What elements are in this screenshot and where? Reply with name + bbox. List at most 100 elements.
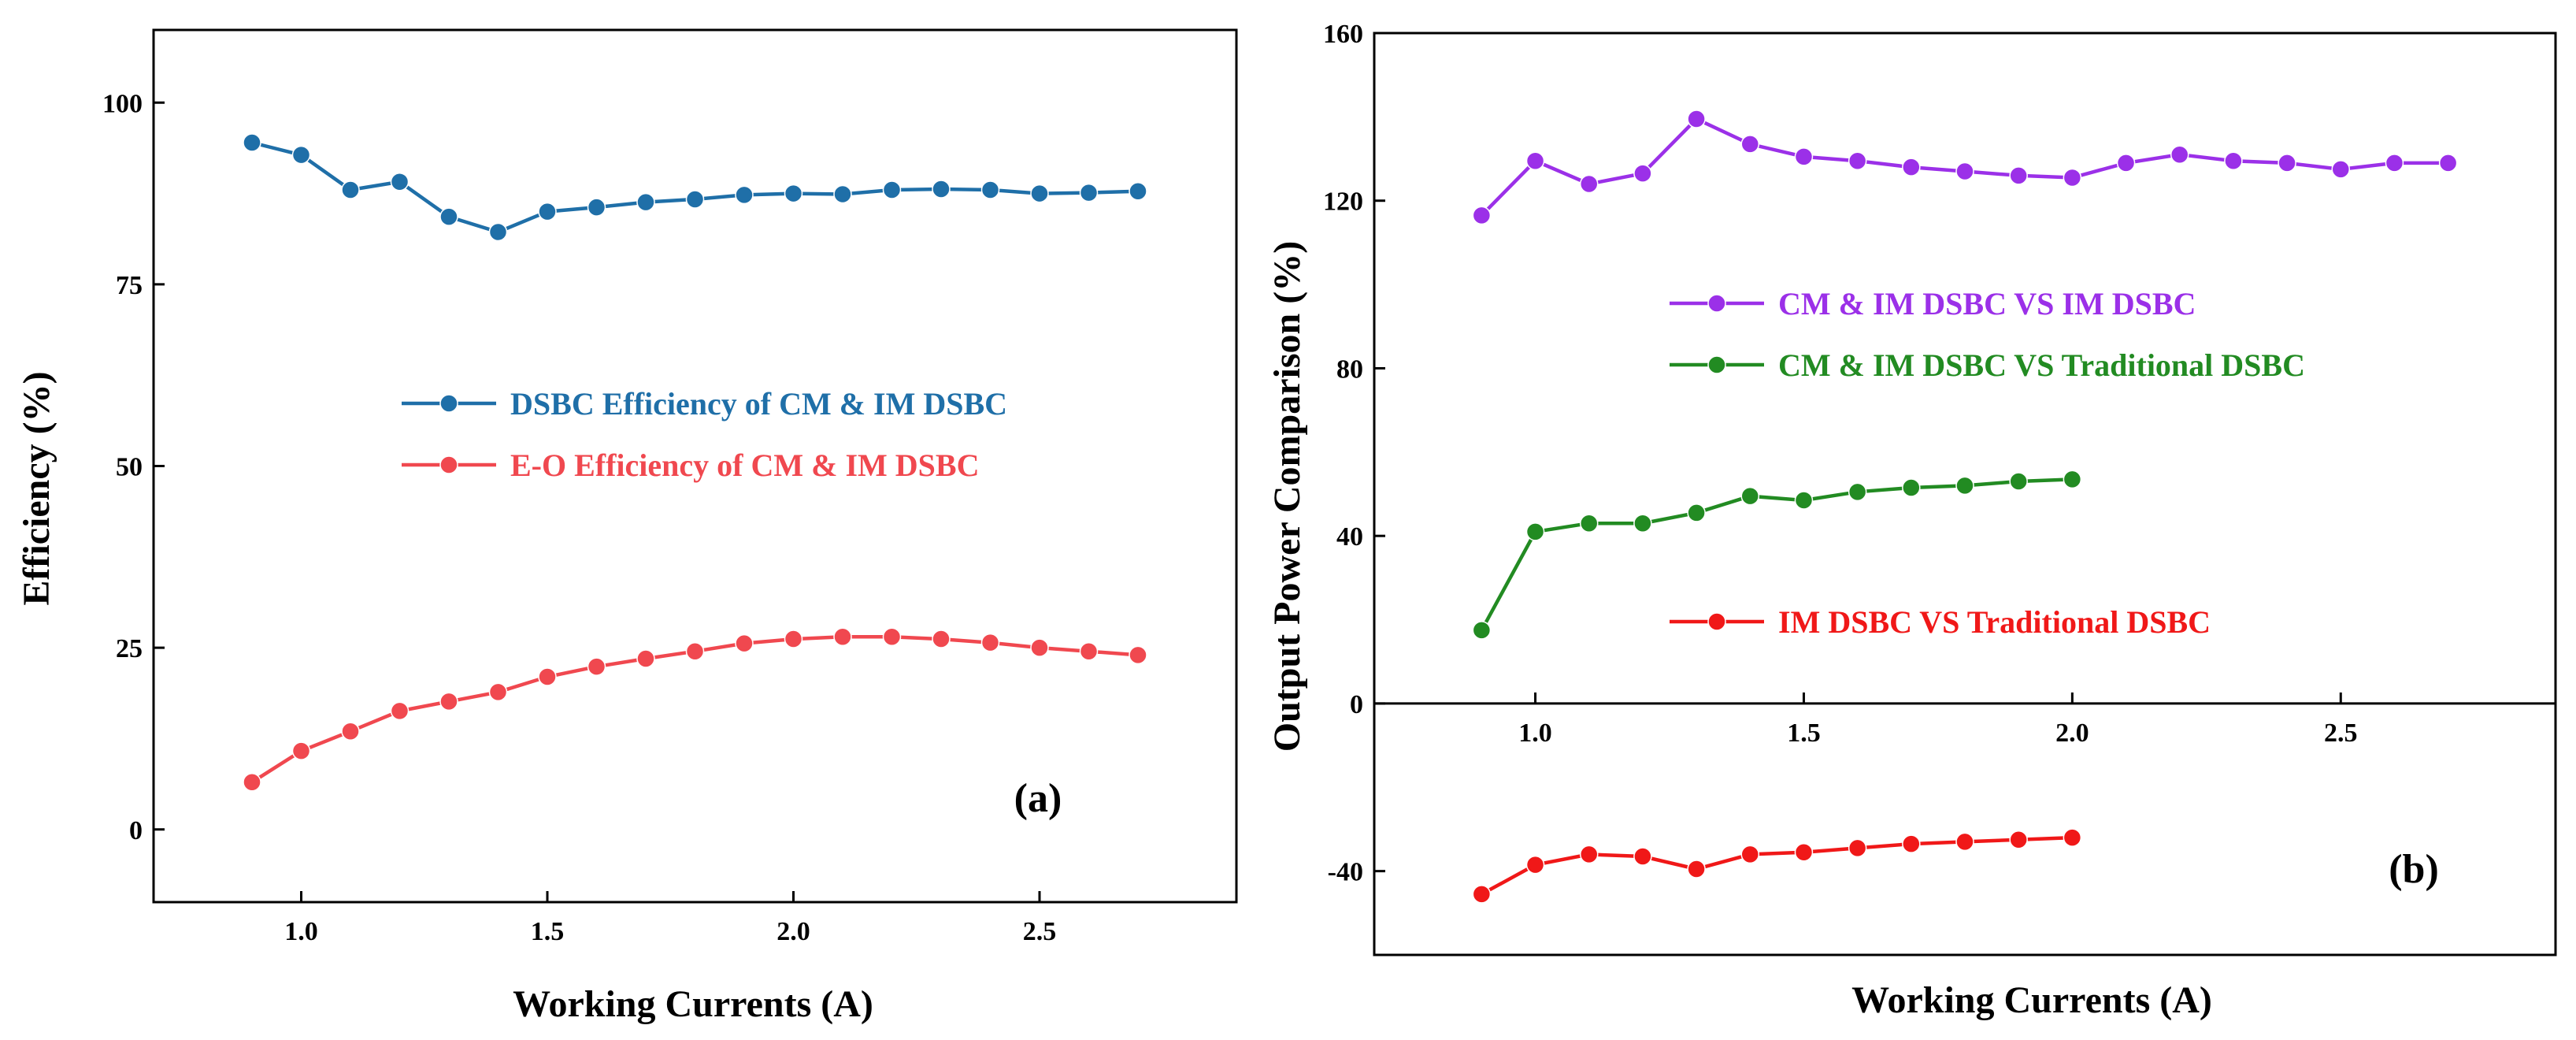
b-y-tick-label: 0 [1350, 690, 1363, 719]
a-series-0 [243, 133, 1147, 242]
b-data-point [1472, 885, 1492, 904]
panel-a-x-axis-title: Working Currents (A) [513, 983, 873, 1025]
a-legend-label: DSBC Efficiency of CM & IM DSBC [510, 386, 1007, 422]
a-data-point [784, 630, 803, 648]
b-x-tick-label: 1.5 [1787, 719, 1821, 748]
a-data-point [1030, 638, 1049, 657]
b-data-point [1794, 842, 1814, 862]
a-data-point [636, 649, 655, 668]
a-data-point [980, 633, 1000, 652]
a-data-point [882, 180, 902, 199]
a-data-point [1079, 641, 1099, 661]
b-y-tick-label: 40 [1336, 522, 1363, 552]
b-data-point [1633, 847, 1652, 866]
b-data-point [1579, 514, 1599, 533]
b-data-point [2224, 151, 2243, 170]
b-data-point [1848, 482, 1867, 502]
a-data-point [636, 192, 655, 212]
b-data-point [1902, 158, 1921, 176]
panel-a-y-axis-title: Efficiency (%) [16, 371, 57, 605]
a-data-point [538, 202, 557, 221]
b-data-point [1740, 135, 1760, 154]
b-legend-swatch-marker [1707, 612, 1726, 631]
b-series-1 [1472, 470, 2082, 640]
a-y-tick-label: 0 [129, 816, 143, 845]
a-data-point [243, 773, 261, 792]
a-data-point [291, 741, 311, 760]
panel-b-x-axis-title: Working Currents (A) [1851, 979, 2212, 1021]
b-legend-item: CM & IM DSBC VS Traditional DSBC [1670, 347, 2305, 383]
a-data-point [587, 657, 606, 676]
b-data-point [1794, 147, 1814, 166]
a-y-tick-label: 50 [116, 453, 143, 482]
b-plot-frame [1373, 32, 2557, 956]
b-data-point [2278, 154, 2296, 173]
b-data-point [1848, 151, 1867, 170]
b-legend-swatch-marker [1707, 355, 1726, 374]
a-data-point [735, 633, 754, 653]
b-data-point [2063, 470, 2082, 489]
b-data-point [1633, 514, 1652, 533]
a-legend-item: E-O Efficiency of CM & IM DSBC [402, 448, 979, 483]
a-data-point [439, 207, 458, 226]
b-data-point [1472, 621, 1492, 640]
a-data-point [685, 641, 705, 661]
panel-a-chart: 0 25 50 75 100 1.0 1.5 2.0 2.5 Efficiency (%) Wo… [16, 28, 1238, 1025]
b-data-point [1955, 476, 1974, 496]
panel-b-label: (b) [2389, 847, 2439, 892]
a-data-point [1079, 183, 1099, 202]
b-series-2 [1472, 828, 2082, 904]
b-data-point [1633, 164, 1652, 183]
panel-b-legend: CM & IM DSBC VS IM DSBC CM & IM DSBC VS T… [1670, 286, 2305, 640]
b-data-point [1955, 832, 1974, 852]
a-y-tick-label: 100 [102, 89, 143, 118]
a-series-1 [243, 627, 1147, 792]
b-data-point [1848, 838, 1867, 858]
b-data-point [1955, 162, 1974, 181]
b-y-tick-label: 160 [1323, 20, 1363, 49]
a-data-point [341, 722, 360, 741]
panel-a-axes: 0 25 50 75 100 1.0 1.5 2.0 2.5 [102, 28, 1238, 946]
a-y-tick-label: 25 [116, 634, 143, 663]
b-data-point [1579, 845, 1599, 864]
b-legend-label: CM & IM DSBC VS Traditional DSBC [1778, 347, 2305, 383]
b-data-point [1687, 860, 1706, 878]
a-series-line [251, 140, 1139, 234]
b-data-point [2116, 154, 2136, 173]
b-data-point [1687, 503, 1706, 522]
a-data-point [390, 173, 410, 191]
a-data-point [488, 222, 508, 242]
b-series-0 [1472, 110, 2458, 225]
b-data-point [1472, 206, 1492, 225]
panel-b-chart: -40 0 40 80 120 160 1.0 1.5 2.0 2.5 Output Power … [1266, 20, 2557, 1021]
a-data-point [291, 145, 311, 165]
a-x-tick-label: 1.0 [284, 917, 318, 946]
b-series-line [1481, 835, 2073, 896]
b-data-point [1740, 845, 1760, 864]
b-y-tick-label: 120 [1323, 188, 1363, 217]
a-data-point [587, 198, 606, 217]
b-data-point [1740, 486, 1760, 506]
a-x-tick-label: 2.5 [1023, 917, 1057, 946]
b-legend-label: CM & IM DSBC VS IM DSBC [1778, 286, 2196, 321]
b-data-point [2438, 154, 2458, 173]
a-data-point [341, 180, 360, 199]
a-data-point [488, 682, 508, 702]
panel-b-y-axis-title: Output Power Comparison (%) [1266, 241, 1308, 752]
b-data-point [2063, 828, 2082, 847]
panel-b-axes: -40 0 40 80 120 160 1.0 1.5 2.0 2.5 [1323, 20, 2557, 956]
a-data-point [439, 692, 458, 711]
b-y-tick-label: -40 [1328, 858, 1363, 887]
a-legend-label: E-O Efficiency of CM & IM DSBC [510, 448, 979, 483]
a-data-point [735, 185, 754, 205]
b-legend-item: IM DSBC VS Traditional DSBC [1670, 604, 2211, 640]
a-data-point [932, 630, 951, 648]
a-data-point [833, 184, 852, 204]
a-x-tick-label: 1.5 [531, 917, 565, 946]
a-data-point [1129, 645, 1147, 665]
a-data-point [1030, 184, 1049, 203]
b-x-tick-label: 1.0 [1518, 719, 1552, 748]
b-legend-item: CM & IM DSBC VS IM DSBC [1670, 286, 2196, 321]
b-data-point [2170, 145, 2189, 164]
